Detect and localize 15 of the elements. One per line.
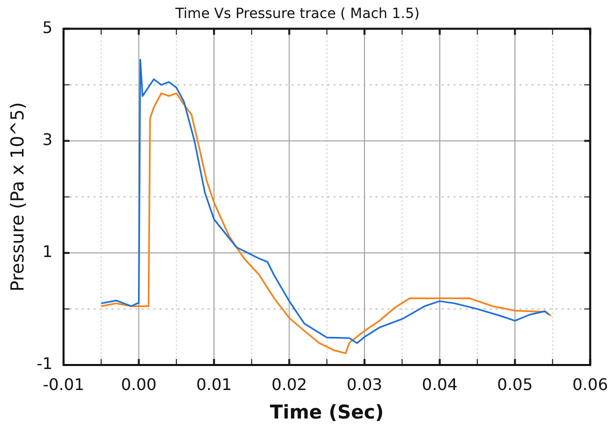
- chart-title: Time Vs Pressure trace ( Mach 1.5): [174, 6, 420, 22]
- y-tick-label: 3: [42, 130, 53, 150]
- y-tick-label: 1: [42, 242, 53, 262]
- y-axis-title: Pressure (Pa x 10^5): [7, 102, 28, 292]
- x-tick-label: 0.06: [572, 374, 608, 394]
- y-tick-label: -1: [36, 354, 53, 374]
- y-tick-label: 5: [42, 18, 53, 37]
- x-tick-label: 0.05: [497, 374, 533, 394]
- x-tick-label: -0.01: [42, 374, 84, 394]
- x-axis-title: Time (Sec): [270, 402, 384, 424]
- x-tick-label: 0.00: [120, 374, 157, 394]
- x-tick-label: 0.02: [271, 374, 308, 394]
- x-tick-label: 0.03: [346, 374, 382, 394]
- x-tick-label: 0.01: [196, 374, 232, 394]
- x-tick-label: 0.04: [422, 374, 458, 394]
